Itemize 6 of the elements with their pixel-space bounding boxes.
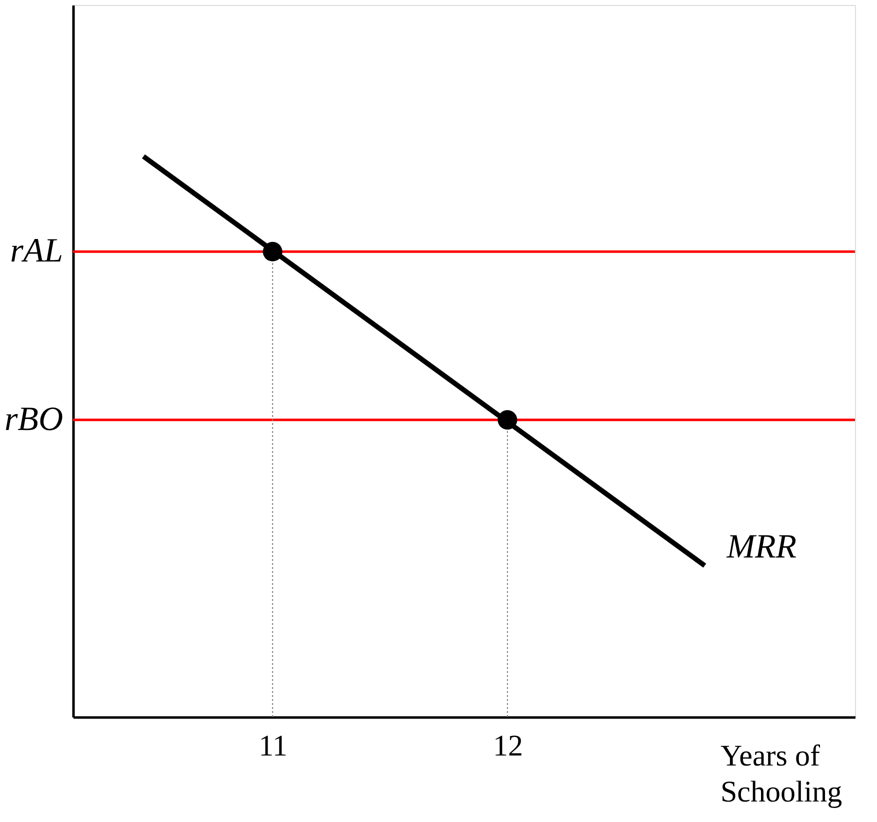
- x-tick-label: 12: [492, 730, 523, 762]
- ref-line-label: rAL: [10, 232, 63, 270]
- x-axis-title: Years of Schooling: [720, 740, 842, 808]
- x-tick-label: 11: [258, 730, 288, 762]
- ref-line-label: rBO: [4, 400, 63, 438]
- series-label: MRR: [726, 528, 797, 566]
